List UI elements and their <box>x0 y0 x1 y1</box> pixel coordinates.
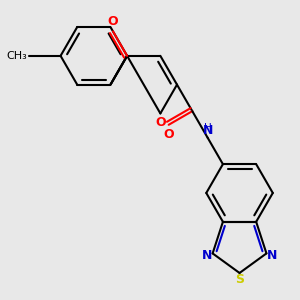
Text: O: O <box>155 116 166 129</box>
Text: H: H <box>204 123 212 133</box>
Text: N: N <box>266 249 277 262</box>
Text: O: O <box>164 128 174 141</box>
Text: N: N <box>202 124 213 137</box>
Text: CH₃: CH₃ <box>6 51 27 61</box>
Text: S: S <box>235 273 244 286</box>
Text: O: O <box>108 15 118 28</box>
Text: N: N <box>202 249 212 262</box>
